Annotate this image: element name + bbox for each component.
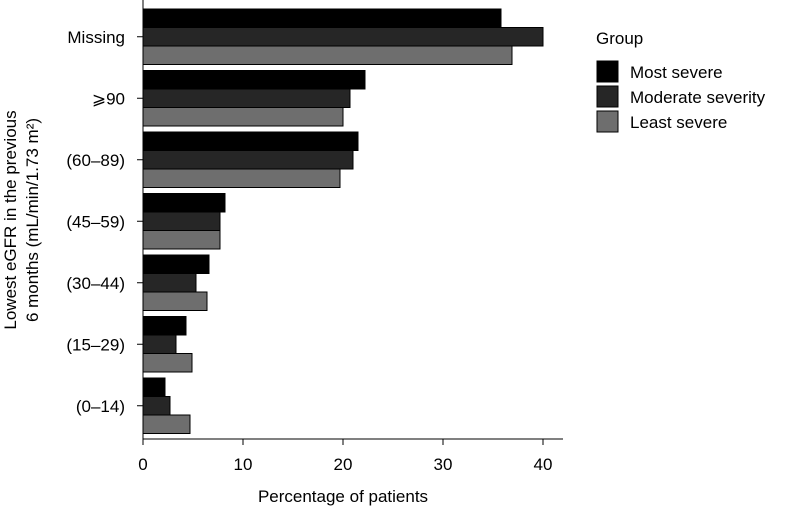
legend-title: Group (596, 29, 643, 48)
x-axis-ticks: 0 10 20 30 40 (138, 439, 552, 474)
x-tick-label: 30 (434, 455, 453, 474)
bar-1-1 (142, 88, 351, 108)
bar-2-1 (142, 150, 354, 170)
bar-4-2 (142, 291, 208, 311)
bar-1-2 (142, 107, 344, 127)
bar-6-2 (142, 414, 191, 434)
bar-4-1 (142, 273, 197, 293)
y-tick-label: Missing (67, 28, 125, 47)
x-tick-label: 40 (534, 455, 553, 474)
x-tick-label: 20 (334, 455, 353, 474)
bar-2-0 (142, 131, 359, 151)
y-tick-label: ⩾90 (92, 89, 125, 108)
y-tick-label: (0–14) (76, 397, 125, 416)
y-axis-label-line-2: 6 months (mL/min/1.73 m²) (23, 118, 42, 322)
bar-5-0 (142, 316, 187, 336)
bar-0-1 (142, 27, 544, 47)
legend-swatch (596, 60, 619, 83)
bar-1-0 (142, 70, 366, 90)
bars-layer (142, 8, 544, 434)
bar-6-1 (142, 396, 171, 416)
legend-swatch (596, 110, 619, 133)
bar-3-0 (142, 193, 226, 213)
bar-0-0 (142, 8, 502, 28)
legend-swatch (596, 85, 619, 108)
bar-3-2 (142, 230, 221, 250)
x-axis-label: Percentage of patients (258, 487, 428, 506)
y-tick-label: (15–29) (66, 335, 125, 354)
legend-label: Moderate severity (630, 88, 766, 107)
bar-5-2 (142, 353, 193, 373)
bar-2-2 (142, 168, 341, 188)
legend: Group Most severe Moderate severity Least … (596, 29, 766, 133)
bar-5-1 (142, 334, 177, 354)
y-tick-label: (60–89) (66, 151, 125, 170)
y-axis-ticks: Missing ⩾90 (60–89) (45–59) (30–44) (15–29) (0… (66, 28, 143, 416)
x-tick-label: 10 (234, 455, 253, 474)
legend-label: Most severe (630, 63, 723, 82)
bar-0-2 (142, 45, 513, 65)
legend-label: Least severe (630, 113, 727, 132)
bar-3-1 (142, 211, 221, 231)
y-axis-label-line-1: Lowest eGFR in the previous (1, 110, 20, 329)
x-tick-label: 0 (138, 455, 147, 474)
bar-6-0 (142, 377, 166, 397)
bar-4-0 (142, 254, 210, 274)
y-tick-label: (30–44) (66, 274, 125, 293)
legend-items: Most severe Moderate severity Least severe (596, 60, 766, 133)
y-tick-label: (45–59) (66, 212, 125, 231)
